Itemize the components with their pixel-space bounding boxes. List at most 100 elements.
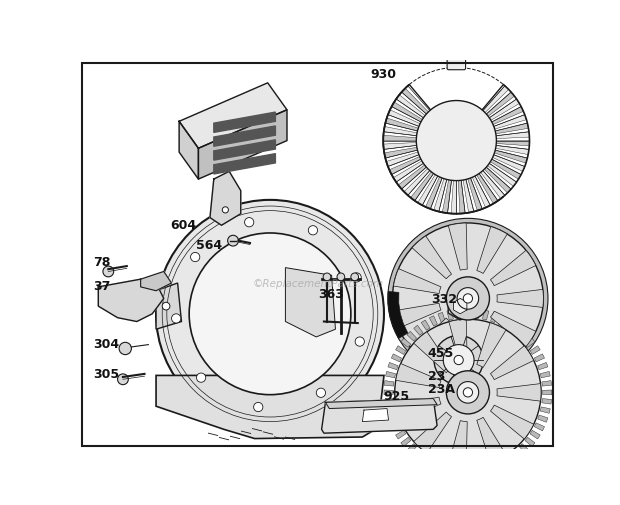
Polygon shape	[540, 407, 550, 414]
Circle shape	[323, 274, 331, 281]
Polygon shape	[493, 156, 525, 172]
Polygon shape	[495, 124, 528, 134]
Polygon shape	[363, 409, 389, 422]
Circle shape	[119, 342, 131, 355]
Polygon shape	[489, 100, 520, 121]
Circle shape	[118, 374, 128, 385]
Polygon shape	[214, 113, 275, 133]
Text: 37: 37	[93, 280, 110, 292]
Polygon shape	[490, 313, 498, 323]
Polygon shape	[449, 320, 467, 365]
Text: 78: 78	[93, 256, 110, 269]
Polygon shape	[506, 454, 515, 465]
Polygon shape	[458, 181, 465, 214]
Text: ©ReplacementParts.com: ©ReplacementParts.com	[252, 278, 383, 288]
Polygon shape	[490, 462, 498, 472]
Polygon shape	[530, 346, 540, 355]
Polygon shape	[214, 155, 275, 175]
Circle shape	[254, 402, 263, 412]
Polygon shape	[430, 316, 437, 326]
Polygon shape	[322, 399, 437, 433]
Polygon shape	[384, 381, 394, 386]
Polygon shape	[542, 390, 552, 395]
Circle shape	[388, 219, 548, 379]
Text: 564: 564	[196, 239, 222, 252]
Polygon shape	[430, 459, 437, 469]
Polygon shape	[421, 321, 430, 331]
FancyBboxPatch shape	[447, 57, 466, 71]
Polygon shape	[456, 309, 462, 319]
Polygon shape	[384, 127, 417, 136]
Polygon shape	[391, 423, 402, 431]
Polygon shape	[214, 140, 275, 161]
Polygon shape	[384, 148, 417, 159]
Polygon shape	[198, 111, 287, 180]
Circle shape	[446, 371, 489, 414]
Circle shape	[308, 226, 317, 235]
Circle shape	[395, 320, 541, 466]
Polygon shape	[496, 132, 529, 139]
Text: 930: 930	[370, 68, 396, 80]
Polygon shape	[449, 421, 467, 466]
Polygon shape	[414, 412, 451, 453]
Circle shape	[156, 200, 384, 428]
Text: 23: 23	[428, 370, 445, 382]
Circle shape	[457, 382, 479, 403]
Text: 925: 925	[383, 389, 409, 401]
Polygon shape	[425, 178, 442, 210]
Polygon shape	[494, 116, 526, 130]
Polygon shape	[519, 444, 529, 453]
Polygon shape	[421, 454, 430, 465]
Polygon shape	[402, 89, 428, 115]
Polygon shape	[384, 390, 393, 395]
Polygon shape	[519, 332, 529, 341]
Polygon shape	[214, 127, 275, 147]
Circle shape	[355, 337, 365, 346]
Polygon shape	[530, 430, 540, 439]
Circle shape	[463, 294, 472, 304]
Polygon shape	[396, 430, 406, 439]
Polygon shape	[497, 384, 541, 401]
Polygon shape	[498, 459, 507, 469]
Polygon shape	[410, 172, 433, 201]
Polygon shape	[407, 444, 417, 453]
Polygon shape	[487, 164, 516, 187]
Polygon shape	[442, 180, 451, 214]
Polygon shape	[492, 108, 523, 125]
Polygon shape	[513, 326, 522, 336]
Polygon shape	[490, 160, 521, 180]
Polygon shape	[490, 406, 534, 439]
Polygon shape	[483, 87, 508, 114]
Polygon shape	[389, 157, 421, 175]
Polygon shape	[386, 407, 396, 414]
Polygon shape	[438, 462, 445, 472]
Polygon shape	[285, 268, 335, 337]
Polygon shape	[506, 321, 515, 331]
Text: 23A: 23A	[428, 383, 455, 395]
Polygon shape	[448, 327, 467, 374]
Polygon shape	[393, 162, 423, 183]
Polygon shape	[414, 332, 451, 373]
Text: 304: 304	[93, 337, 119, 350]
Circle shape	[162, 302, 170, 311]
Circle shape	[443, 345, 474, 376]
Polygon shape	[141, 272, 172, 291]
Polygon shape	[480, 171, 505, 199]
Circle shape	[416, 102, 497, 181]
Circle shape	[189, 233, 351, 395]
Polygon shape	[477, 174, 498, 204]
Polygon shape	[538, 363, 548, 370]
Polygon shape	[388, 292, 408, 339]
Circle shape	[434, 336, 484, 385]
Polygon shape	[542, 381, 552, 386]
Polygon shape	[448, 224, 467, 271]
Polygon shape	[513, 449, 522, 460]
Polygon shape	[391, 354, 402, 362]
Polygon shape	[394, 304, 441, 329]
Polygon shape	[454, 299, 467, 314]
Polygon shape	[540, 372, 550, 378]
Polygon shape	[179, 84, 287, 149]
Polygon shape	[179, 122, 198, 180]
Polygon shape	[447, 465, 453, 475]
Polygon shape	[414, 326, 423, 336]
